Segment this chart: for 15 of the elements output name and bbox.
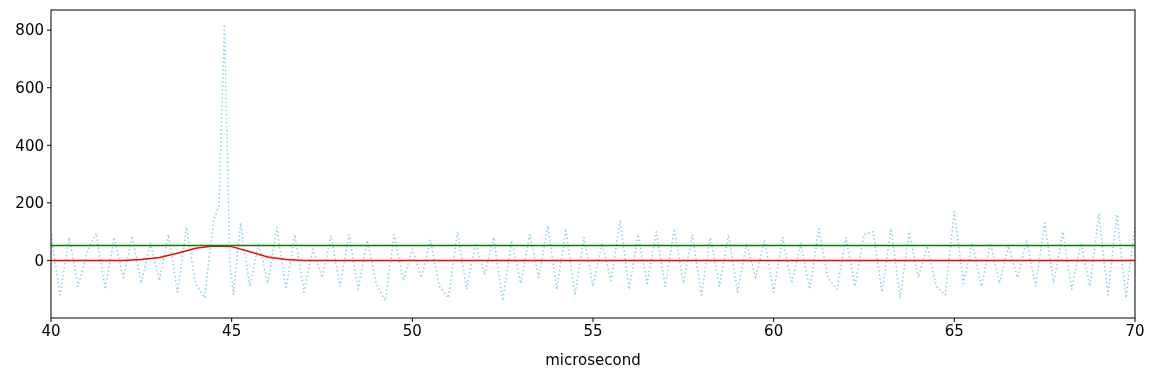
line-series <box>51 245 1135 262</box>
x-tick-label: 40 <box>41 322 61 340</box>
x-tick-label: 70 <box>1125 322 1145 340</box>
y-tick-label: 200 <box>15 194 44 213</box>
x-tick-label: 60 <box>764 322 784 340</box>
y-tick-label: 400 <box>15 136 44 155</box>
y-tick-label: 800 <box>15 21 44 40</box>
x-tick-label: 45 <box>222 322 242 340</box>
x-tick-label: 55 <box>583 322 603 340</box>
line-series <box>51 23 1135 302</box>
y-tick-label: 0 <box>34 251 44 270</box>
x-tick-label: 50 <box>402 322 422 340</box>
y-tick-label: 600 <box>15 78 44 97</box>
x-axis-title: microsecond <box>545 351 641 369</box>
x-tick-label: 65 <box>944 322 964 340</box>
